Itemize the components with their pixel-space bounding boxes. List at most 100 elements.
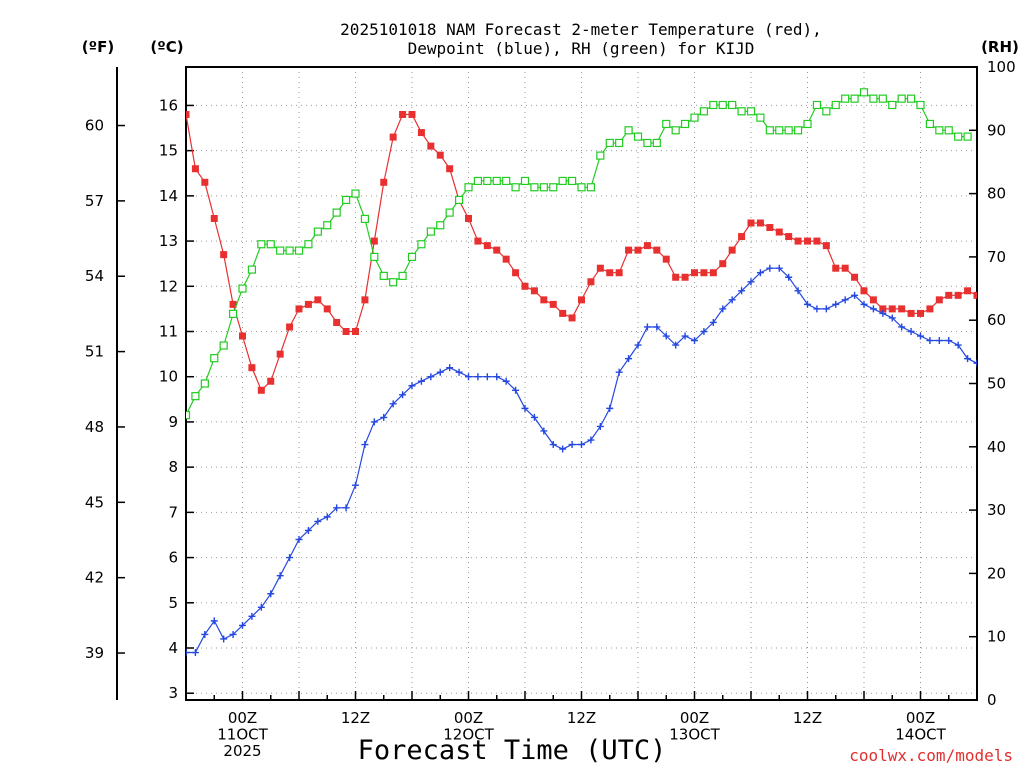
- series-0-point-27: [436, 151, 444, 159]
- series-1-point-3: [210, 617, 218, 625]
- series-0-point-6: [239, 332, 246, 340]
- series-2-point-21: [379, 271, 388, 280]
- series-2-point-14: [313, 227, 322, 236]
- series-2-point-51: [662, 119, 671, 129]
- series-0-point-64: [785, 233, 793, 241]
- rh-tick-label-30: 30: [987, 501, 1006, 519]
- series-1-point-50: [653, 323, 661, 331]
- series-0-point-60: [747, 219, 755, 227]
- series-1-point-5: [229, 630, 237, 638]
- series-2-point-72: [859, 88, 869, 97]
- series-2-point-65: [793, 126, 803, 135]
- series-0-point-47: [625, 246, 633, 254]
- rh-tick-label-0: 0: [987, 691, 997, 709]
- series-1-point-19: [361, 441, 369, 449]
- series-2-point-3: [210, 354, 219, 363]
- series-0-point-54: [691, 269, 698, 277]
- series-0-point-1: [191, 165, 199, 173]
- series-0-point-16: [333, 318, 341, 326]
- series-0-point-82: [954, 291, 962, 299]
- series-0-point-17: [342, 328, 350, 336]
- series-0-point-76: [898, 305, 906, 313]
- fahrenheit-tick-label-42: 42: [85, 569, 104, 587]
- fahrenheit-unit-label: (ºF): [82, 38, 114, 56]
- series-0-point-75: [888, 305, 896, 313]
- series-1-point-83: [964, 355, 972, 363]
- series-2-point-71: [850, 94, 859, 103]
- x-tick-label-78-line-2: 14OCT: [895, 726, 946, 744]
- series-1-point-20: [370, 418, 378, 426]
- series-2-point-23: [398, 271, 407, 280]
- chart-title-line-2: Dewpoint (blue), RH (green) for KIJD: [408, 39, 755, 58]
- series-2-point-59: [737, 107, 746, 116]
- series-2-point-82: [954, 132, 963, 141]
- series-1-point-84: [973, 359, 977, 367]
- x-tick-label-54-line-2: 13OCT: [669, 726, 720, 744]
- series-1-point-40: [559, 445, 567, 453]
- series-1-point-35: [512, 386, 520, 394]
- celsius-tick-label-4: 4: [168, 639, 178, 657]
- series-1-point-14: [314, 517, 322, 525]
- series-0-point-2: [201, 178, 209, 186]
- series-1-point-7: [248, 612, 256, 620]
- series-0-point-44: [596, 264, 604, 272]
- celsius-tick-label-9: 9: [168, 413, 178, 431]
- series-1-point-45: [606, 404, 614, 412]
- series-1-point-43: [587, 436, 595, 444]
- series-1-point-9: [267, 590, 275, 598]
- series-1-point-49: [643, 323, 651, 331]
- series-0-point-15: [323, 305, 331, 313]
- series-line-1: [186, 267, 977, 654]
- series-1-point-77: [907, 328, 915, 336]
- series-0-point-80: [935, 296, 943, 304]
- series-1-point-16: [333, 504, 341, 512]
- series-0-point-62: [766, 224, 774, 232]
- series-1-point-23: [399, 391, 407, 399]
- series-2-point-62: [765, 126, 774, 135]
- series-2-point-78: [916, 100, 925, 110]
- series-0-point-71: [851, 273, 859, 281]
- series-0-point-10: [276, 350, 284, 358]
- series-0-point-72: [860, 287, 868, 295]
- series-1-point-81: [945, 337, 953, 345]
- series-1-point-48: [634, 341, 642, 349]
- series-2-point-80: [935, 126, 944, 135]
- x-tick-label-78-line-1: 00Z: [906, 709, 935, 727]
- series-0-point-41: [568, 314, 576, 322]
- series-2-point-73: [869, 94, 878, 103]
- series-1-point-15: [323, 513, 331, 521]
- series-1-point-82: [954, 341, 962, 349]
- series-1-point-44: [596, 422, 604, 430]
- rh-tick-label-70: 70: [987, 248, 1006, 266]
- series-2-point-2: [200, 379, 209, 388]
- series-0-point-49: [643, 242, 651, 250]
- series-0-point-50: [653, 246, 661, 254]
- series-1-point-41: [568, 441, 576, 449]
- series-0-point-59: [738, 233, 746, 241]
- series-1-point-31: [474, 373, 482, 381]
- series-1-point-2: [201, 630, 209, 638]
- series-0-point-78: [917, 309, 924, 317]
- series-1-point-80: [935, 337, 943, 345]
- series-1-point-27: [436, 368, 444, 376]
- series-0-point-57: [719, 260, 727, 268]
- series-1-point-0: [186, 649, 190, 657]
- series-0-point-0: [186, 110, 190, 118]
- series-2-point-18: [351, 189, 360, 198]
- series-2-point-55: [699, 107, 709, 116]
- series-2-point-44: [596, 151, 605, 160]
- rh-tick-label-50: 50: [987, 375, 1006, 393]
- series-1-point-51: [662, 332, 670, 340]
- rh-tick-label-40: 40: [987, 438, 1006, 456]
- series-2-point-5: [228, 309, 238, 318]
- series-2-point-19: [360, 214, 370, 224]
- series-0-point-58: [728, 246, 736, 254]
- series-0-point-37: [530, 287, 538, 295]
- series-2-point-0: [186, 411, 191, 420]
- series-0-point-53: [681, 273, 689, 281]
- series-2-point-52: [671, 126, 680, 135]
- series-1-point-24: [408, 382, 416, 390]
- x-tick-label-6-line-3: 2025: [223, 742, 261, 760]
- series-1-point-76: [898, 323, 906, 331]
- series-0-point-7: [248, 364, 256, 372]
